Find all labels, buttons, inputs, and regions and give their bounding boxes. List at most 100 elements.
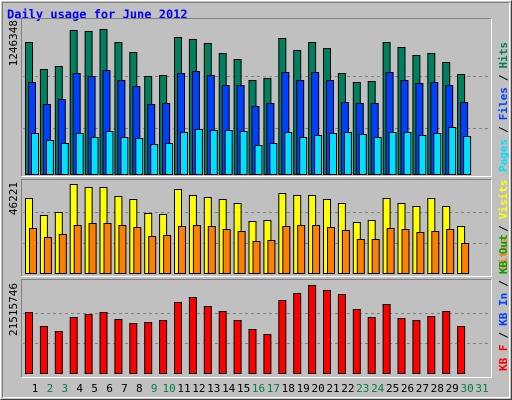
bar: [278, 299, 287, 375]
legend-separator: /: [497, 126, 510, 133]
legend-entry: Hits: [497, 42, 510, 69]
bar: [254, 145, 263, 175]
bar: [194, 128, 203, 175]
bar: [224, 129, 233, 175]
x-tick-label: 14: [222, 382, 236, 395]
bar: [382, 304, 391, 375]
bar: [356, 238, 365, 275]
bar: [69, 316, 78, 375]
bar: [237, 231, 246, 274]
bar: [60, 142, 69, 176]
x-tick-label: 28: [431, 382, 444, 395]
bar: [371, 238, 380, 275]
bar: [412, 319, 421, 375]
bar: [209, 129, 218, 175]
bar: [267, 240, 276, 275]
bar: [457, 326, 466, 374]
bar: [163, 235, 172, 274]
legend-entry: KB Out: [497, 234, 510, 274]
bar: [84, 313, 93, 374]
bar: [88, 222, 97, 275]
bar: [114, 318, 123, 375]
chart-title: Daily usage for June 2012: [7, 8, 188, 22]
x-tick-label: 18: [282, 382, 295, 395]
bar: [148, 236, 157, 274]
bar: [73, 225, 82, 275]
bar: [431, 231, 440, 274]
legend-separator: /: [497, 225, 510, 232]
bar: [188, 296, 197, 374]
bar: [403, 132, 412, 175]
bar: [282, 226, 291, 275]
bar: [144, 321, 153, 374]
bar: [337, 293, 346, 374]
bar: [222, 228, 231, 274]
x-tick-label: 6: [106, 382, 113, 395]
bar: [103, 222, 112, 275]
bar: [118, 225, 127, 275]
bar: [58, 233, 67, 274]
bar: [207, 226, 216, 275]
bar: [299, 136, 308, 176]
bar: [329, 133, 337, 175]
x-tick-label: 13: [207, 382, 220, 395]
bar: [165, 142, 174, 176]
x-tick-label: 9: [151, 382, 158, 395]
bar: [105, 131, 114, 176]
bar: [442, 310, 451, 374]
legend-entry: KB In: [497, 293, 510, 326]
bar: [418, 135, 427, 175]
bar: [448, 126, 457, 175]
legend: KB F / KB In / KB Out: [497, 234, 510, 371]
x-tick-label: 30: [460, 382, 473, 395]
bar: [180, 132, 188, 175]
x-tick-label: 15: [237, 382, 250, 395]
bar: [401, 228, 410, 274]
bar: [129, 322, 138, 375]
bar: [312, 225, 321, 275]
bar: [233, 319, 242, 375]
x-tick-label: 31: [475, 382, 488, 395]
x-tick-label: 23: [356, 382, 369, 395]
bar: [45, 139, 54, 176]
bar: [218, 310, 227, 374]
bar: [433, 133, 442, 175]
x-tick-label: 22: [341, 382, 354, 395]
x-tick-label: 29: [446, 382, 459, 395]
x-tick-label: 24: [371, 382, 385, 395]
bar: [416, 232, 425, 274]
bar: [367, 316, 376, 375]
legend: Pages / Files / Hits: [497, 42, 510, 172]
bar: [90, 136, 99, 176]
bar: [31, 133, 39, 175]
x-tick-label: 20: [311, 382, 324, 395]
x-tick-label: 5: [91, 382, 98, 395]
bar: [297, 225, 306, 275]
bar: [388, 132, 397, 175]
bar: [25, 311, 33, 374]
bar: [135, 137, 144, 175]
bar: [150, 143, 159, 175]
x-tick-label: 10: [162, 382, 175, 395]
panel-border-dark: [21, 179, 492, 277]
bar: [159, 319, 168, 375]
panel-border-light: [21, 179, 492, 277]
bar: [120, 136, 129, 176]
bar: [352, 308, 361, 374]
bar: [314, 135, 323, 175]
bar: [178, 226, 186, 275]
bar: [463, 136, 472, 175]
x-tick-label: 3: [61, 382, 68, 395]
legend-separator: /: [497, 280, 510, 287]
y-tick-label: 1246348: [7, 20, 20, 66]
bar: [293, 293, 302, 374]
bar: [192, 225, 201, 275]
y-tick-label: 46221: [7, 182, 20, 215]
x-tick-label: 1: [32, 382, 39, 395]
y-tick-label: 21515746: [7, 283, 20, 336]
bar: [343, 132, 352, 175]
bar: [75, 133, 84, 175]
